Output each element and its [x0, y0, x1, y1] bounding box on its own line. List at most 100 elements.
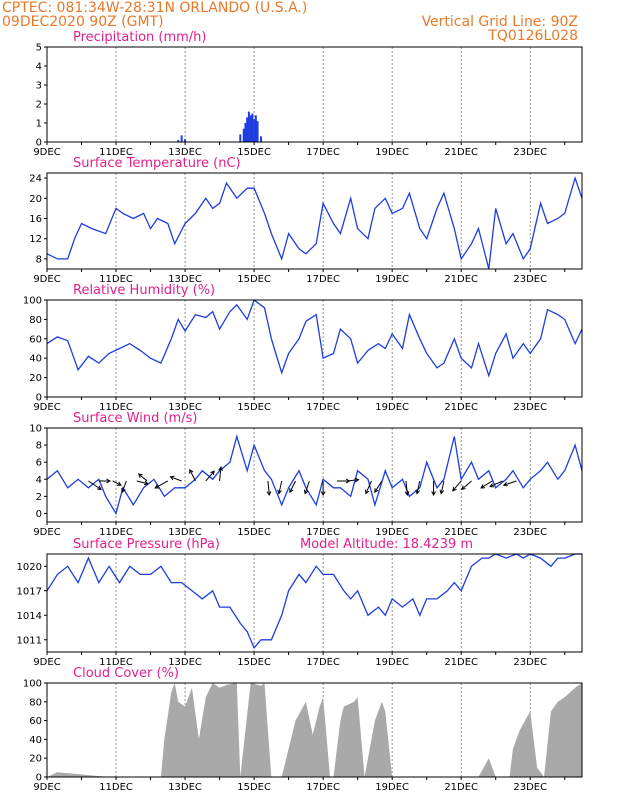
precipitation-y-tick-label: 4	[36, 62, 42, 73]
cloud-cover-y-tick-label: 80	[29, 697, 42, 708]
wind-arrow	[136, 480, 149, 486]
cloud-cover-x-tick-label: 19DEC	[375, 782, 409, 793]
wind-arrow	[277, 480, 283, 495]
wind-arrow	[480, 480, 493, 489]
wind-arrow	[218, 465, 224, 482]
precipitation-bar	[177, 140, 180, 142]
humidity-x-tick-label: 23DEC	[513, 402, 547, 413]
precipitation-y-tick-label: 3	[36, 81, 42, 92]
precipitation-frame	[46, 46, 583, 143]
temperature-y-tick-label: 16	[29, 214, 42, 225]
precipitation-x-tick-label: 11DEC	[99, 147, 133, 158]
wind-arrow	[88, 480, 102, 490]
pressure-x-tick-label: 19DEC	[375, 657, 409, 668]
precipitation-bar	[249, 115, 252, 142]
pressure-x-tick-label: 13DEC	[168, 657, 202, 668]
pressure-x-tick-label: 9DEC	[33, 657, 60, 668]
wind-title: Surface Wind (m/s)	[73, 411, 197, 426]
wind-x-tick-label: 23DEC	[513, 527, 547, 538]
precipitation-x-tick-label: 17DEC	[306, 147, 340, 158]
precipitation-bar	[180, 135, 183, 142]
precipitation-bar	[184, 139, 187, 142]
cloud-cover-x-tick-label: 23DEC	[513, 782, 547, 793]
temperature-y-tick-label: 12	[29, 234, 42, 245]
wind-arrow	[404, 480, 410, 497]
pressure-frame	[46, 553, 583, 653]
precipitation-bar	[260, 136, 262, 142]
precipitation-panel: 0 1 2 3 4 5 9DEC 11DEC 13DEC 15DEC 17DEC 19DEC 21DEC…	[33, 30, 583, 158]
wind-arrow	[502, 480, 517, 487]
wind-arrow	[415, 480, 421, 495]
precipitation-y-tick-label: 1	[36, 119, 42, 130]
wind-arrow	[365, 480, 372, 495]
wind-y-tick-label: 4	[36, 475, 42, 486]
wind-y-tick-label: 6	[36, 458, 42, 469]
wind-frame	[46, 427, 583, 523]
wind-y-tick-label: 2	[36, 492, 42, 503]
cloud-cover-x-tick-label: 11DEC	[99, 782, 133, 793]
precipitation-bar	[246, 117, 249, 142]
cloud-cover-y-tick-label: 60	[29, 716, 42, 727]
wind-y-tick-label: 8	[36, 441, 42, 452]
humidity-panel: 0 20 40 60 80 100 9DEC 11DEC 13DEC 15DEC 17DEC 19DE…	[23, 283, 583, 413]
humidity-y-tick-label: 0	[36, 393, 42, 404]
precipitation-bar	[251, 113, 254, 142]
precipitation-x-tick-label: 9DEC	[33, 147, 60, 158]
header-model-code: TQ0126L028	[487, 28, 578, 44]
precipitation-bar	[242, 128, 245, 142]
wind-arrow	[154, 480, 169, 489]
precipitation-bar	[247, 111, 250, 142]
wind-arrow	[266, 480, 272, 497]
wind-arrow	[320, 480, 326, 497]
precipitation-y-tick-label: 5	[36, 43, 42, 54]
temperature-x-tick-label: 15DEC	[237, 274, 271, 285]
wind-line	[46, 434, 583, 516]
humidity-x-tick-label: 21DEC	[444, 402, 478, 413]
wind-arrow	[303, 480, 310, 495]
cloud-cover-x-tick-label: 13DEC	[168, 782, 202, 793]
wind-arrow	[289, 480, 296, 494]
humidity-x-tick-label: 11DEC	[99, 402, 133, 413]
wind-panel: 0 2 4 6 8 10 9DEC 11DEC 13DEC 15DEC 17DEC 19DEC 21DE…	[29, 411, 583, 538]
precipitation-y-tick-label: 0	[36, 138, 42, 149]
pressure-y-tick-label: 1020	[17, 562, 42, 573]
cloud-cover-area	[47, 683, 582, 777]
pressure-x-tick-label: 23DEC	[513, 657, 547, 668]
cloud-cover-y-tick-label: 20	[29, 754, 42, 765]
precipitation-x-tick-label: 19DEC	[375, 147, 409, 158]
wind-x-tick-label: 9DEC	[33, 527, 60, 538]
wind-x-tick-label: 21DEC	[444, 527, 478, 538]
humidity-x-tick-label: 9DEC	[33, 402, 60, 413]
wind-arrow	[189, 468, 196, 482]
temperature-x-tick-label: 13DEC	[168, 274, 202, 285]
wind-x-tick-label: 17DEC	[306, 527, 340, 538]
wind-y-tick-label: 0	[36, 509, 42, 520]
header-grid-line: Vertical Grid Line: 90Z	[422, 14, 578, 30]
precipitation-y-tick-label: 2	[36, 100, 42, 111]
wind-arrow	[347, 477, 360, 483]
wind-arrow	[112, 480, 122, 486]
wind-x-tick-label: 15DEC	[237, 527, 271, 538]
cloud-cover-frame	[46, 682, 583, 778]
humidity-y-tick-label: 100	[23, 296, 42, 307]
wind-arrow	[121, 480, 127, 494]
temperature-x-tick-label: 21DEC	[444, 274, 478, 285]
header-location: CPTEC: 081:34W-28:31N ORLANDO (U.S.A.)	[2, 0, 307, 16]
cloud-cover-x-tick-label: 17DEC	[306, 782, 340, 793]
precipitation-x-tick-label: 15DEC	[237, 147, 271, 158]
humidity-y-tick-label: 20	[29, 373, 42, 384]
wind-y-tick-label: 10	[29, 424, 42, 435]
wind-x-tick-label: 13DEC	[168, 527, 202, 538]
cloud-cover-y-tick-label: 100	[23, 679, 42, 690]
pressure-x-tick-label: 11DEC	[99, 657, 133, 668]
pressure-y-tick-label: 1011	[17, 635, 42, 646]
wind-arrow	[205, 470, 215, 482]
pressure-x-tick-label: 17DEC	[306, 657, 340, 668]
temperature-x-tick-label: 19DEC	[375, 274, 409, 285]
precipitation-bar	[244, 123, 247, 142]
pressure-panel: 1011 1014 1017 1020 9DEC 11DEC 13DEC 15DEC 17DEC…	[17, 537, 583, 668]
precipitation-x-tick-label: 21DEC	[444, 147, 478, 158]
wind-arrow	[137, 473, 148, 482]
wind-arrow	[374, 480, 383, 494]
humidity-x-tick-label: 19DEC	[375, 402, 409, 413]
